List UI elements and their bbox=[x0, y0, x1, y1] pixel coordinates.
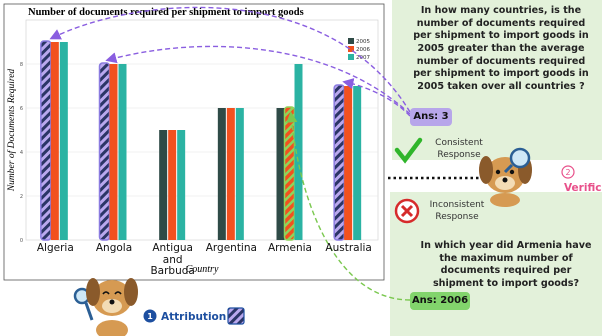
consistent-panel bbox=[392, 0, 602, 160]
y-tick-label: 8 bbox=[20, 62, 23, 68]
arrows bbox=[49, 6, 411, 301]
bar bbox=[50, 42, 59, 240]
attribution-dog bbox=[73, 278, 138, 336]
legend-swatch bbox=[348, 46, 354, 52]
bar bbox=[344, 86, 353, 240]
attribution-step: 1 bbox=[147, 312, 153, 321]
legend-swatch bbox=[348, 54, 354, 60]
bar bbox=[217, 108, 226, 240]
attribution-highlight bbox=[333, 84, 345, 241]
x-tick-label: Australia bbox=[325, 242, 372, 254]
x-tick-label: Algeria bbox=[36, 242, 74, 254]
verification-step-badge bbox=[561, 165, 575, 179]
bar bbox=[118, 64, 127, 240]
attribution-highlight bbox=[98, 62, 111, 241]
bar bbox=[59, 42, 68, 240]
bar bbox=[226, 108, 235, 240]
y-tick-label: 0 bbox=[20, 238, 23, 244]
check-icon bbox=[394, 137, 423, 164]
bar bbox=[235, 108, 244, 240]
attribution-highlight bbox=[40, 40, 52, 241]
attribution-step-badge bbox=[143, 309, 157, 323]
verification-dog bbox=[479, 147, 532, 207]
answer-2: Ans: 2006 bbox=[410, 292, 470, 310]
arrow bbox=[105, 45, 411, 115]
legend-label: 2006 bbox=[356, 47, 370, 53]
y-axis-label: Number of Documents Required bbox=[6, 69, 17, 193]
legend-swatch bbox=[348, 38, 354, 44]
legend-label: 2005 bbox=[356, 39, 370, 45]
question-1: In how many countries, is the number of … bbox=[413, 5, 589, 92]
attribution-icon bbox=[227, 307, 245, 325]
y-tick-label: 4 bbox=[20, 150, 23, 156]
attribution-label: Attribution bbox=[161, 311, 226, 323]
question-2: In which year did Armenia have the maxim… bbox=[420, 240, 592, 289]
x-tick-label: Antigua and Barbuda bbox=[150, 242, 195, 278]
bar bbox=[159, 130, 168, 240]
verification-step: 2 bbox=[565, 168, 570, 177]
arrow bbox=[342, 78, 411, 117]
cross-mark bbox=[400, 204, 414, 218]
x-axis-label: Country bbox=[186, 264, 219, 275]
inconsistent-label: Inconsistent Response bbox=[429, 200, 485, 222]
consistent-label: Consistent Response bbox=[435, 138, 483, 160]
plot-area bbox=[25, 19, 379, 241]
y-tick-label: 2 bbox=[20, 194, 23, 200]
bar bbox=[353, 86, 362, 240]
arrow bbox=[49, 6, 411, 113]
bar bbox=[276, 108, 285, 240]
arrow bbox=[286, 111, 411, 301]
verification-label: Verification bbox=[564, 182, 602, 194]
bar bbox=[168, 130, 177, 240]
legend-label: 2007 bbox=[356, 55, 370, 61]
x-tick-label: Angola bbox=[95, 242, 133, 254]
answer-1: Ans: 3 bbox=[410, 108, 452, 126]
inconsistent-panel bbox=[390, 192, 602, 336]
bar bbox=[294, 64, 303, 240]
bar bbox=[177, 130, 186, 240]
y-tick-label: 6 bbox=[20, 106, 23, 112]
chart-title: Number of documents required per shipmen… bbox=[28, 7, 304, 18]
bar bbox=[109, 64, 118, 240]
x-tick-label: Armenia bbox=[267, 242, 312, 254]
x-tick-label: Argentina bbox=[205, 242, 257, 254]
